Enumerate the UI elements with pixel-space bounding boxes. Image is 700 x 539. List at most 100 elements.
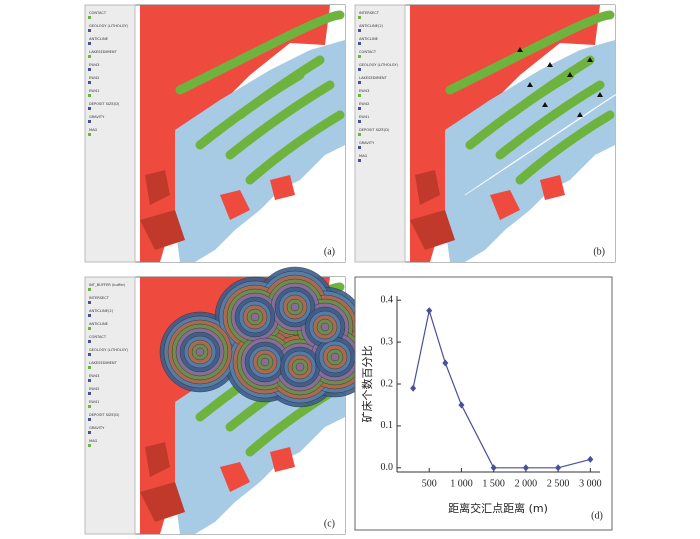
intersect-marker xyxy=(587,57,593,62)
legend-label: CONTACT xyxy=(89,335,107,339)
legend-label: DEPOSIT SIZE(D) xyxy=(359,128,390,132)
data-line xyxy=(412,310,591,469)
legend-icon xyxy=(88,431,91,434)
buffer-ring xyxy=(320,322,330,332)
x-tick-label: 3 000 xyxy=(579,478,602,489)
buffer-ring xyxy=(195,347,205,357)
buffer-ring xyxy=(290,302,300,312)
x-tick-label: 500 xyxy=(422,478,437,489)
legend-icon xyxy=(358,16,361,19)
legend-label: EW41 xyxy=(359,115,369,119)
chart-frame xyxy=(354,276,613,531)
legend-label: GEOLOGY (LITHOLGY) xyxy=(89,24,129,28)
legend-label: MAG xyxy=(359,154,367,158)
legend-icon xyxy=(88,444,91,447)
legend-label: MAG xyxy=(89,128,97,132)
legend-label: ANTICLINE(2) xyxy=(359,24,384,28)
legend-icon xyxy=(88,288,91,291)
legend-label: EW41 xyxy=(89,89,99,93)
intersect-marker xyxy=(517,47,523,52)
map-panel: (b) INTERSECT ANTICLINE(2) ANTICLINE CONTACT… xyxy=(354,5,634,262)
x-tick-label: 1 000 xyxy=(450,478,473,489)
y-tick-label: 0.4 xyxy=(381,294,394,305)
legend-icon xyxy=(88,327,91,330)
panel-label: (b) xyxy=(593,246,605,257)
data-point xyxy=(522,464,529,472)
buffer-ring xyxy=(250,312,260,322)
legend-label: GRAVITY xyxy=(89,115,105,119)
legend-label: EW43 xyxy=(89,374,99,378)
buffer-ring xyxy=(295,362,305,372)
data-point xyxy=(442,359,449,367)
data-point xyxy=(426,307,433,315)
legend-label: GRAVITY xyxy=(359,141,375,145)
intersect-marker xyxy=(577,112,583,117)
intersect-marker xyxy=(597,92,603,97)
legend-icon xyxy=(88,314,91,317)
legend-label: EW42 xyxy=(89,387,99,391)
intersect-marker xyxy=(542,102,548,107)
y-axis-label: 矿床个数百分比 xyxy=(360,346,374,423)
legend-icon xyxy=(88,405,91,408)
legend-icon xyxy=(88,81,91,84)
legend-icon xyxy=(88,392,91,395)
panel-label: (d) xyxy=(591,510,603,521)
panel-label: (c) xyxy=(324,518,335,529)
legend-icon xyxy=(88,16,91,19)
legend-label: LAKESEDIMENT xyxy=(89,361,118,365)
legend-label: EW43 xyxy=(89,63,99,67)
panel-label: (a) xyxy=(324,246,335,257)
legend-label: DEPOSIT SIZE(D) xyxy=(89,102,120,106)
legend-icon xyxy=(358,159,361,162)
x-tick-label: 2 000 xyxy=(515,478,538,489)
legend-icon xyxy=(88,29,91,32)
legend-icon xyxy=(358,29,361,32)
legend-label: GEOLOGY (LITHOLGY) xyxy=(359,63,399,67)
legend-icon xyxy=(88,94,91,97)
x-tick-label: 1 500 xyxy=(482,478,505,489)
map-panel: (a) CONTACT GEOLOGY (LITHOLGY) ANTICLINE LAK… xyxy=(84,4,345,263)
x-tick-label: 2 500 xyxy=(547,478,570,489)
legend-label: GEOLOGY (LITHOLGY) xyxy=(89,348,129,352)
legend-icon xyxy=(358,133,361,136)
legend-icon xyxy=(88,120,91,123)
legend-label: CONTACT xyxy=(89,11,107,15)
legend-label: LAKESEDIMENT xyxy=(89,50,118,54)
intersect-marker xyxy=(527,82,533,87)
fault-line xyxy=(572,82,634,124)
y-tick-label: 0.0 xyxy=(381,462,394,473)
legend-label: EW42 xyxy=(89,76,99,80)
legend-label: INTERSECT xyxy=(89,296,110,300)
legend-label: EW41 xyxy=(89,400,99,404)
legend-label: ANTICLINE xyxy=(89,37,109,41)
buffer-ring xyxy=(330,352,340,362)
legend-icon xyxy=(358,107,361,110)
legend-icon xyxy=(88,133,91,136)
legend-icon xyxy=(88,68,91,71)
legend-label: DEPOSIT SIZE(D) xyxy=(89,413,120,417)
y-tick-label: 0.3 xyxy=(381,336,394,347)
legend-icon xyxy=(88,379,91,382)
legend-sidebar xyxy=(84,276,136,535)
legend-icon xyxy=(358,68,361,71)
legend-label: INT_BUFFER (buffer) xyxy=(89,283,126,287)
legend-label: ANTICLINE xyxy=(359,37,379,41)
legend-icon xyxy=(358,146,361,149)
legend-label: INTERSECT xyxy=(359,11,380,15)
legend-icon xyxy=(358,81,361,84)
y-tick-label: 0.2 xyxy=(381,378,394,389)
legend-icon xyxy=(358,120,361,123)
buffer-ring xyxy=(260,357,270,367)
legend-label: ANTICLINE xyxy=(89,322,109,326)
legend-icon xyxy=(88,353,91,356)
legend-icon xyxy=(88,366,91,369)
legend-label: EW42 xyxy=(359,102,369,106)
legend-icon xyxy=(88,301,91,304)
legend-icon xyxy=(88,107,91,110)
legend-icon xyxy=(88,340,91,343)
data-point xyxy=(490,464,497,472)
x-axis-label: 距离交汇点距离 (m) xyxy=(448,501,548,515)
legend-icon xyxy=(88,418,91,421)
map-panel: (c) INT_BUFFER (buffer) INTERSECT ANTICLINE… xyxy=(84,266,376,535)
legend-sidebar xyxy=(84,4,136,263)
